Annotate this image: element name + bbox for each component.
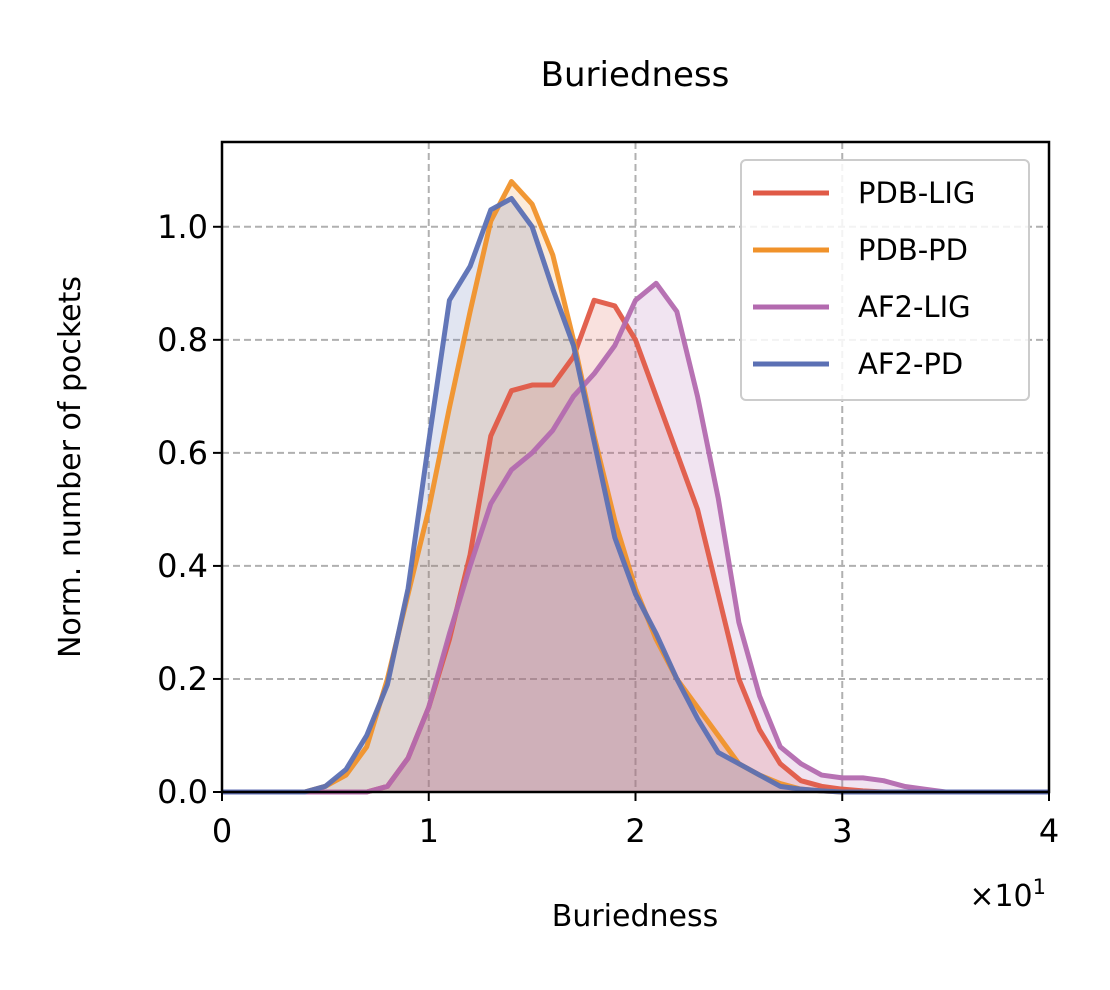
series-fill-af2-lig [222, 283, 1049, 792]
axis-ticks: 0 1 2 3 4 0.0 0.2 0.4 0.6 0.8 1.0 [157, 208, 1059, 850]
legend: PDB-LIG PDB-PD AF2-LIG AF2-PD [740, 159, 1030, 401]
offset-multiplier: ×10 [969, 879, 1032, 914]
legend-label-af2-pd: AF2-PD [858, 347, 963, 381]
y-tick-label: 0.8 [157, 321, 208, 359]
legend-label-af2-lig: AF2-LIG [858, 290, 971, 324]
y-tick-label: 1.0 [157, 208, 208, 246]
series-fill-af2-pd [222, 198, 1049, 793]
x-tick-label: 0 [212, 812, 232, 850]
y-axis-label: Norm. number of pockets [53, 276, 88, 658]
x-tick-label: 4 [1039, 812, 1059, 850]
x-tick-label: 2 [625, 812, 645, 850]
x-axis-offset-text: ×101 [969, 875, 1046, 914]
chart-title: Buriedness [541, 55, 730, 95]
legend-label-pdb-pd: PDB-PD [858, 233, 968, 267]
series-fill-pdb-pd [222, 181, 1049, 793]
x-axis-label: Buriedness [552, 899, 719, 934]
y-tick-label: 0.4 [157, 547, 208, 585]
x-tick-label: 1 [419, 812, 439, 850]
x-tick-label: 3 [832, 812, 852, 850]
legend-label-pdb-lig: PDB-LIG [858, 176, 975, 210]
series-fill-pdb-lig [222, 300, 1049, 792]
legend-box [740, 159, 1030, 401]
offset-exponent: 1 [1033, 875, 1046, 899]
y-tick-label: 0.0 [157, 773, 208, 811]
series-fills [222, 181, 1049, 793]
y-tick-label: 0.6 [157, 434, 208, 472]
y-tick-label: 0.2 [157, 660, 208, 698]
